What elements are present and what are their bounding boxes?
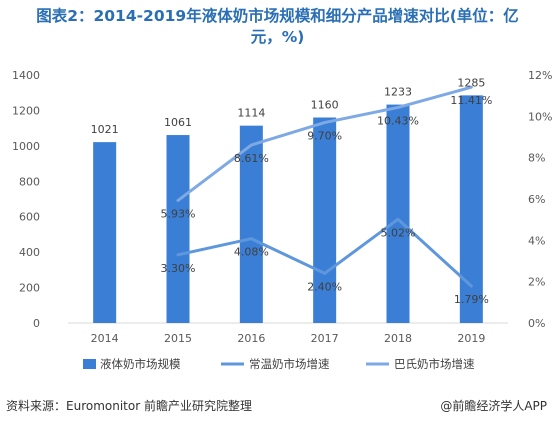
source-note: 资料来源：Euromonitor 前瞻产业研究院整理 [6,399,252,413]
ambient-growth-label: 5.02% [381,226,416,239]
y-left-tick-label: 1000 [12,140,40,153]
chart-title-line-2: 元，%) [250,28,305,46]
bar-value-label: 1021 [91,123,119,136]
y-left-tick-label: 0 [33,317,40,330]
pasteurized-growth-label: 9.70% [307,130,342,143]
y-left-tick-label: 600 [19,211,40,224]
bar-value-label: 1061 [164,116,192,129]
y-left-tick-label: 1200 [12,104,40,117]
y-right-tick-label: 12% [528,69,552,82]
y-right-tick-label: 4% [528,234,545,247]
bar [239,125,263,323]
y-right-tick-label: 10% [528,110,552,123]
bar [166,135,190,323]
x-tick-label: 2016 [237,332,265,345]
bar-value-label: 1114 [237,107,265,120]
bar-value-label: 1285 [457,76,485,89]
y-right-tick-label: 6% [528,193,545,206]
x-tick-label: 2018 [384,332,412,345]
bar [386,104,410,323]
pasteurized-growth-label: 5.93% [161,207,196,220]
y-left-tick-label: 800 [19,175,40,188]
y-left-tick-label: 1400 [12,69,40,82]
pasteurized-growth-label: 11.41% [450,94,492,107]
y-right-tick-label: 2% [528,276,545,289]
legend-label-ambient: 常温奶市场增速 [249,357,330,371]
x-tick-label: 2014 [91,332,119,345]
chart-title-line-1: 图表2：2014-2019年液体奶市场规模和细分产品增速对比(单位：亿 [36,7,519,25]
ambient-growth-label: 3.30% [161,262,196,275]
ambient-growth-label: 4.08% [234,246,269,259]
x-tick-label: 2019 [457,332,485,345]
chart-title: 图表2：2014-2019年液体奶市场规模和细分产品增速对比(单位：亿 元，%) [0,6,555,48]
y-left-tick-label: 400 [19,246,40,259]
y-right-tick-label: 8% [528,152,545,165]
bar [93,142,117,323]
y-left-tick-label: 200 [19,282,40,295]
pasteurized-growth-label: 8.61% [234,152,269,165]
legend-label-market-size: 液体奶市场规模 [100,357,181,371]
line-ambient-milk-growth [176,217,473,288]
x-tick-label: 2017 [311,332,339,345]
x-tick-label: 2015 [164,332,192,345]
ambient-growth-label: 2.40% [307,280,342,293]
bar [459,95,483,323]
pasteurized-growth-label: 10.43% [377,114,419,127]
brand-credit: @前瞻经济学人APP [440,399,547,413]
bar-value-label: 1160 [311,99,339,112]
legend-swatch-bar [83,359,96,369]
legend-label-pasteurized: 巴氏奶市场增速 [394,357,475,371]
ambient-growth-label: 1.79% [454,293,489,306]
line-pasteurized-milk-growth [176,85,473,202]
y-right-tick-label: 0% [528,317,545,330]
bar-value-label: 1233 [384,86,412,99]
